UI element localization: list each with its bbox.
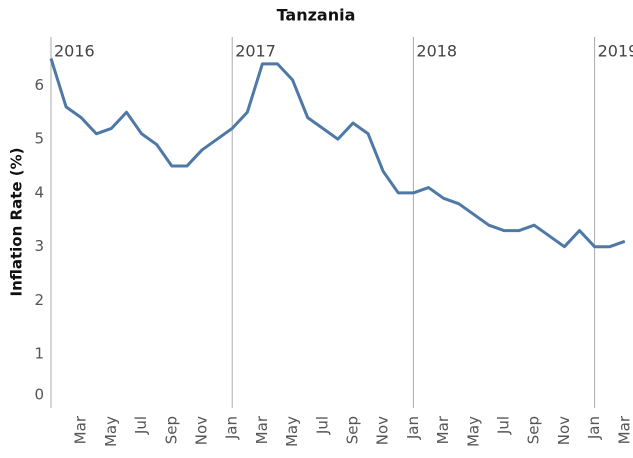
x-tick-label: Sep [162,416,180,444]
y-tick-label: 0 [34,386,44,404]
year-annotation: 2016 [54,42,95,61]
line [49,58,626,249]
y-tick-label: 5 [34,130,44,148]
x-tick-label: Mar [615,415,633,444]
x-tick-label: Mar [253,415,271,444]
x-tick-label: Sep [344,416,362,444]
x-tick-label: Nov [374,416,392,445]
year-annotation: 2019 [598,42,633,61]
x-tick-label: Jan [585,416,603,440]
x-tick-label: Jan [404,416,422,440]
y-tick-label: 6 [34,76,44,94]
x-tick-label: Jul [132,416,150,435]
y-tick-label: 2 [34,291,44,309]
x-tick-label: Jul [495,416,513,435]
year-annotation: 2018 [416,42,457,61]
x-tick-label: Nov [555,416,573,445]
x-tick-label: Mar [72,415,90,444]
y-tick-label: 1 [34,345,44,363]
y-tick-label: 3 [34,237,44,255]
x-tick-label: May [102,416,120,447]
chart-title: Tanzania [277,6,356,25]
y-axis-label: Inflation Rate (%) [8,148,26,297]
x-tick-label: Mar [434,415,452,444]
year-annotation: 2017 [235,42,276,61]
y-tick-label: 4 [34,183,44,201]
x-tick-label: May [464,416,482,447]
x-tick-label: Sep [525,416,543,444]
x-tick-label: May [283,416,301,447]
x-tick-label: Jan [223,416,241,440]
x-tick-label: Nov [193,416,211,445]
x-tick-label: Jul [313,416,331,435]
